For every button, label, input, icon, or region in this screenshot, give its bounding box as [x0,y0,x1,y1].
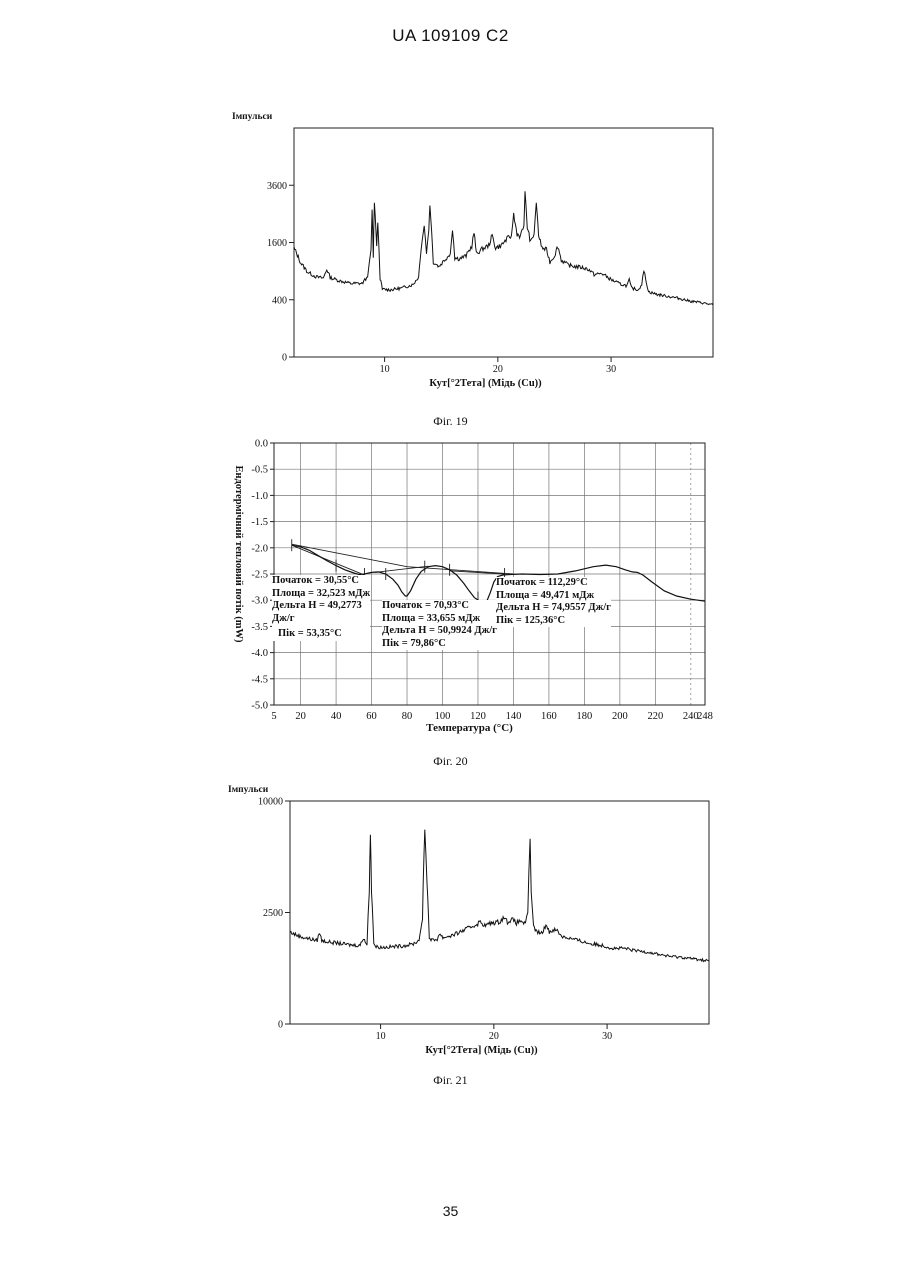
figure-caption-21: Фіг. 21 [0,1073,901,1088]
y-tick-label: 2500 [263,908,283,919]
y-axis-title: Імпульси [228,785,269,795]
page-number: 35 [0,1203,901,1219]
x-tick-label: 10 [376,1031,386,1042]
y-tick-label: 10000 [258,797,283,808]
y-tick-label: 0 [278,1020,283,1031]
diffraction-pattern-line [290,830,709,962]
xrd-chart-fig21: 0 2500 10000 10 20 30 Імпульси Кут[°2Тета] (Мід… [0,0,901,1100]
x-tick-label: 30 [602,1031,612,1042]
plot-frame [290,801,709,1024]
x-tick-label: 20 [489,1031,499,1042]
x-axis-title: Кут[°2Тета] (Мідь (Cu)) [425,1045,538,1056]
